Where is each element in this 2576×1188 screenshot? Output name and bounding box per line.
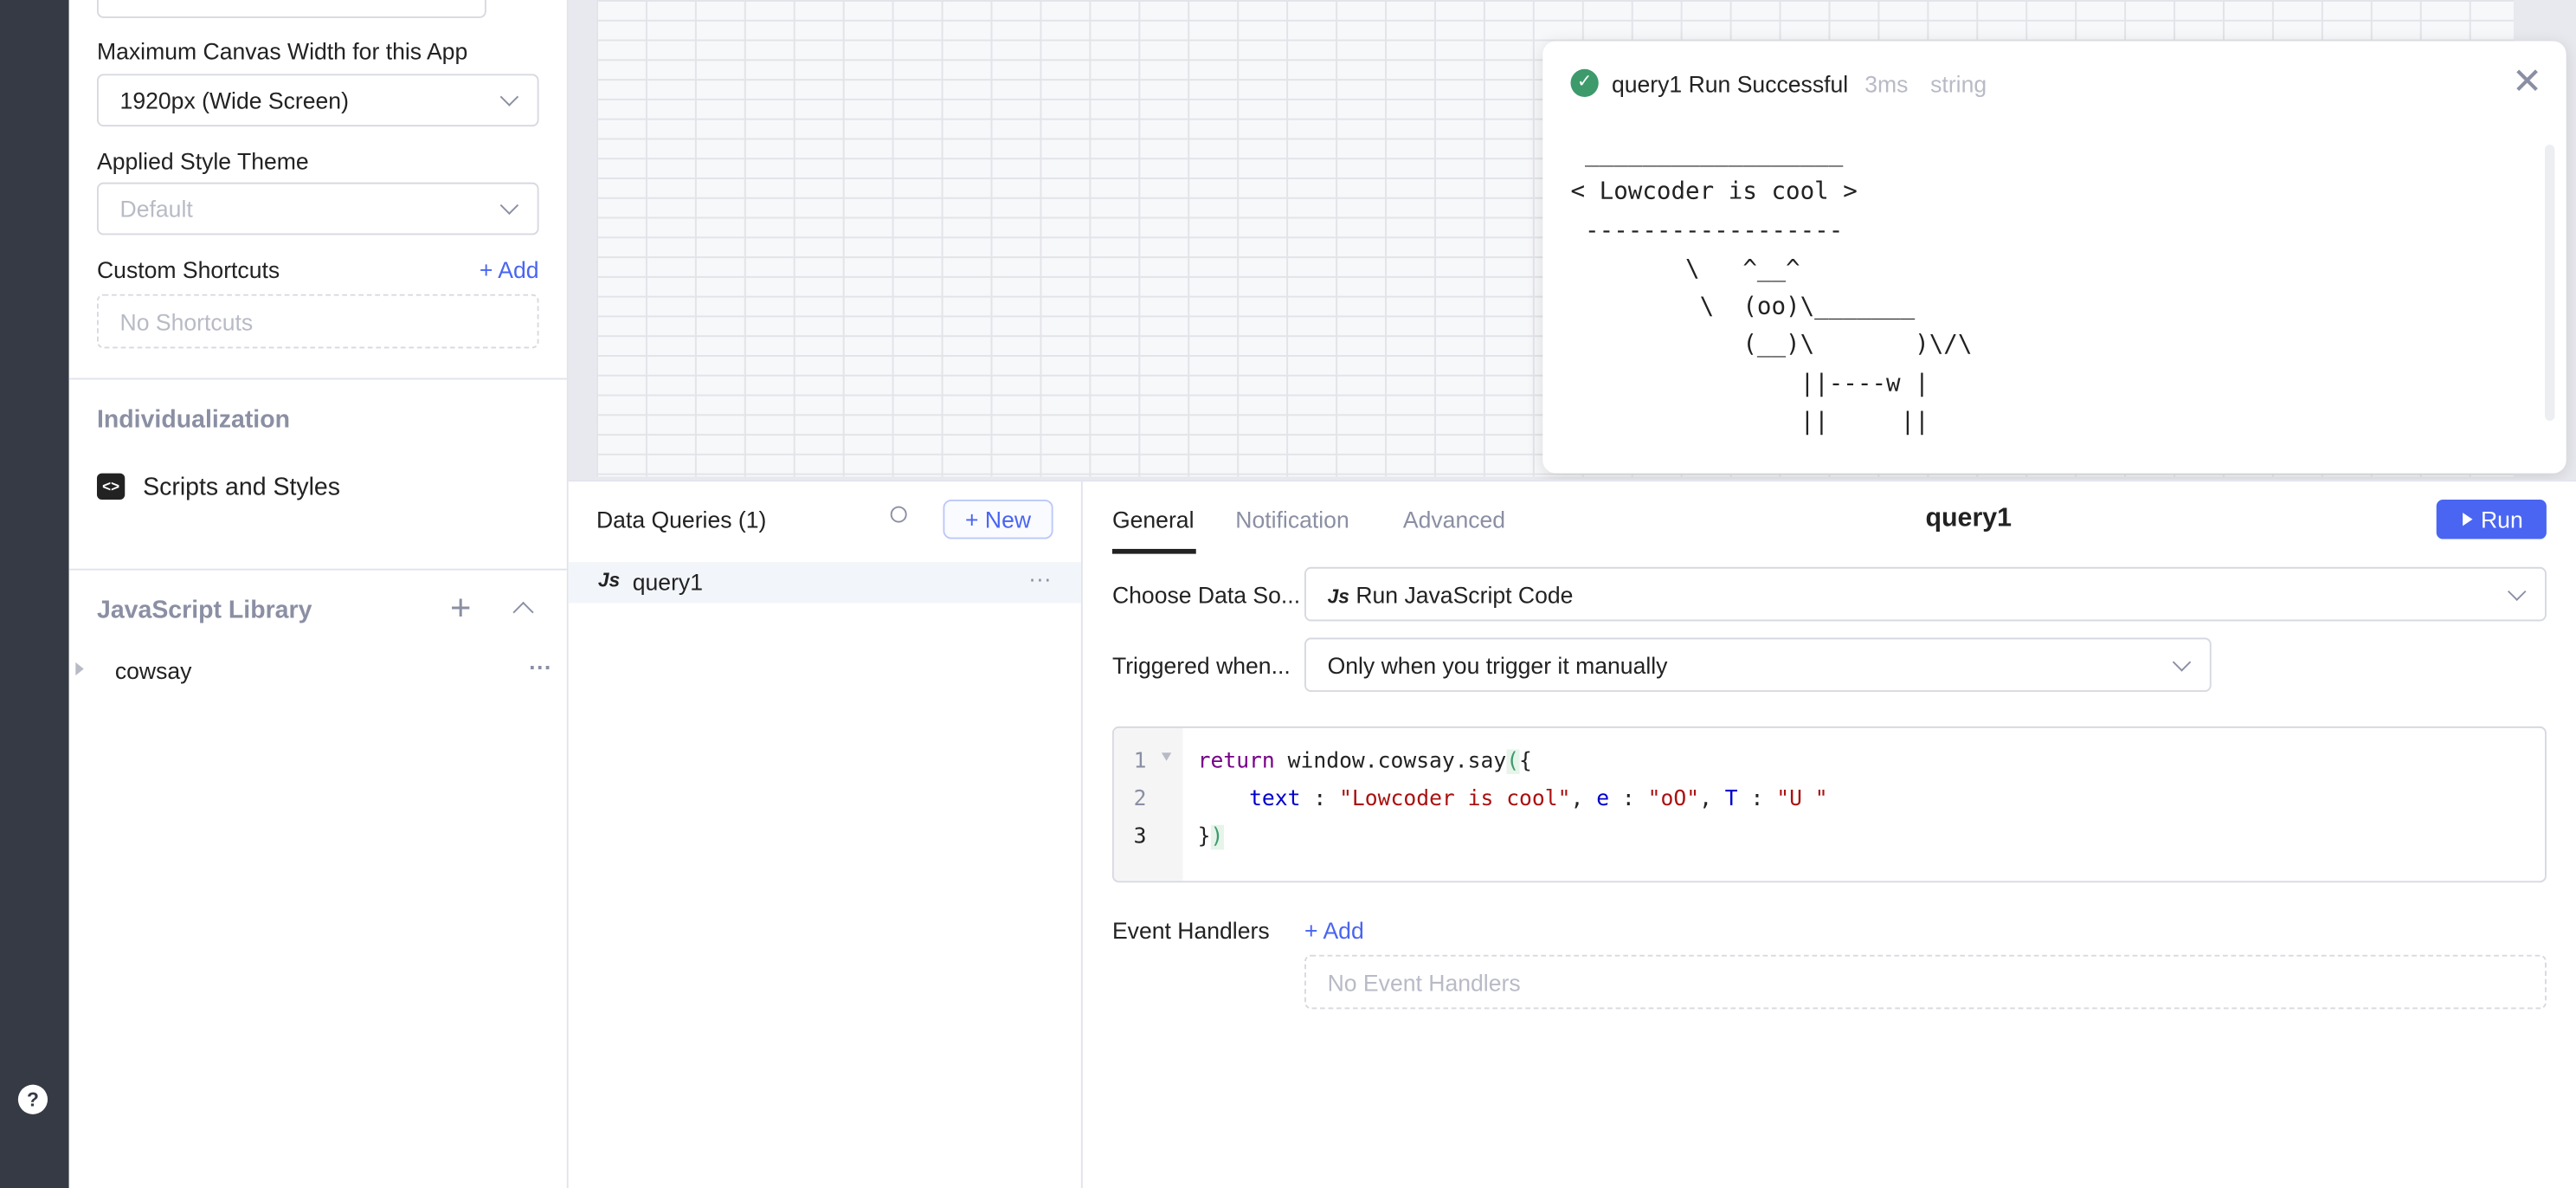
more-icon[interactable]: ··· — [529, 654, 552, 681]
code-editor[interactable]: 1 2 3 return window.cowsay.say({ text : … — [1111, 726, 2547, 883]
chevron-down-icon — [2172, 652, 2192, 671]
theme-select[interactable]: Default — [96, 182, 539, 236]
tab-label: General — [1111, 506, 1195, 533]
line-number: 3 — [1133, 824, 1147, 850]
fold-icon[interactable] — [1161, 752, 1172, 761]
search-icon[interactable] — [890, 506, 907, 523]
datasource-label: Choose Data So... — [1111, 581, 1301, 609]
scrollbar[interactable] — [2545, 145, 2555, 421]
toast-title: query1 Run Successful — [1611, 70, 1849, 97]
tab-notification[interactable]: Notification — [1235, 506, 1349, 533]
shortcuts-empty: No Shortcuts — [96, 294, 539, 349]
add-library-icon[interactable]: + — [450, 586, 472, 629]
tab-advanced[interactable]: Advanced — [1402, 506, 1506, 533]
js-icon: Js — [597, 568, 621, 592]
active-tab-indicator — [1111, 548, 1196, 554]
success-check-icon: ✓ — [1570, 68, 1599, 97]
query-item-query1[interactable]: Js query1 ··· — [568, 562, 1081, 604]
chevron-down-icon — [499, 196, 519, 215]
run-result-toast: ✓ query1 Run Successful 3ms string ✕ ___… — [1542, 41, 2566, 474]
line-number: 1 — [1133, 749, 1147, 774]
js-library-heading: JavaScript Library — [96, 596, 312, 625]
theme-placeholder: Default — [119, 195, 193, 223]
new-query-button[interactable]: + New — [943, 499, 1053, 539]
canvas-width-select[interactable]: 1920px (Wide Screen) — [96, 74, 539, 127]
line-number: 2 — [1133, 787, 1147, 812]
toast-type: string — [1930, 70, 1987, 97]
code-line-2: text : "Lowcoder is cool", e : "oO", T :… — [1249, 787, 1828, 812]
app-rail — [0, 0, 69, 1188]
divider — [68, 568, 569, 571]
code-line-1: return window.cowsay.say({ — [1197, 749, 1532, 774]
play-icon — [2463, 513, 2473, 526]
run-label: Run — [2480, 506, 2523, 533]
query-list: Data Queries (1) + New Js query1 ··· — [568, 481, 1083, 1188]
query-panel: Data Queries (1) + New Js query1 ··· Gen… — [568, 480, 2576, 1188]
js-icon: Js — [1327, 584, 1349, 608]
close-icon[interactable]: ✕ — [2512, 61, 2543, 102]
query-name: query1 — [632, 568, 703, 596]
run-button[interactable]: Run — [2436, 499, 2547, 539]
scripts-styles-item[interactable]: Scripts and Styles — [143, 473, 341, 501]
canvas-width-label: Maximum Canvas Width for this App — [96, 37, 468, 65]
tab-general[interactable]: General — [1112, 507, 1195, 533]
shortcuts-label: Custom Shortcuts — [96, 256, 280, 283]
trigger-label: Triggered when... — [1111, 652, 1291, 679]
chevron-down-icon — [2507, 581, 2527, 601]
trigger-select[interactable]: Only when you trigger it manually — [1304, 637, 2212, 693]
truncated-input[interactable] — [96, 0, 486, 18]
datasource-value: Run JavaScript Code — [1356, 580, 1574, 608]
queries-title: Data Queries (1) — [596, 506, 767, 533]
toast-duration: 3ms — [1864, 70, 1909, 97]
query-title: query1 — [1925, 504, 2012, 533]
canvas-width-value: 1920px (Wide Screen) — [119, 87, 349, 113]
individualization-heading: Individualization — [96, 405, 291, 435]
chevron-down-icon — [499, 87, 519, 107]
line-gutter: 1 2 3 — [1113, 727, 1183, 881]
library-item-cowsay[interactable]: cowsay — [114, 657, 192, 684]
more-icon[interactable]: ··· — [1028, 565, 1052, 592]
help-icon[interactable]: ? — [17, 1084, 48, 1114]
chevron-up-icon[interactable] — [512, 601, 534, 623]
code-line-3: }) — [1197, 824, 1224, 850]
event-handlers-empty: No Event Handlers — [1304, 954, 2547, 1010]
code-icon: <> — [96, 473, 126, 500]
trigger-value: Only when you trigger it manually — [1327, 651, 1668, 678]
toast-output: __________________ < Lowcoder is cool > … — [1570, 141, 1973, 436]
caret-right-icon[interactable] — [75, 662, 84, 676]
divider — [68, 378, 569, 380]
add-shortcut-button[interactable]: + Add — [479, 256, 539, 283]
add-event-handler-button[interactable]: + Add — [1304, 917, 1364, 944]
event-handlers-label: Event Handlers — [1111, 917, 1270, 944]
settings-panel: Maximum Canvas Width for this App 1920px… — [68, 0, 569, 1188]
datasource-select[interactable]: Js Run JavaScript Code — [1304, 566, 2547, 622]
theme-label: Applied Style Theme — [96, 147, 309, 175]
